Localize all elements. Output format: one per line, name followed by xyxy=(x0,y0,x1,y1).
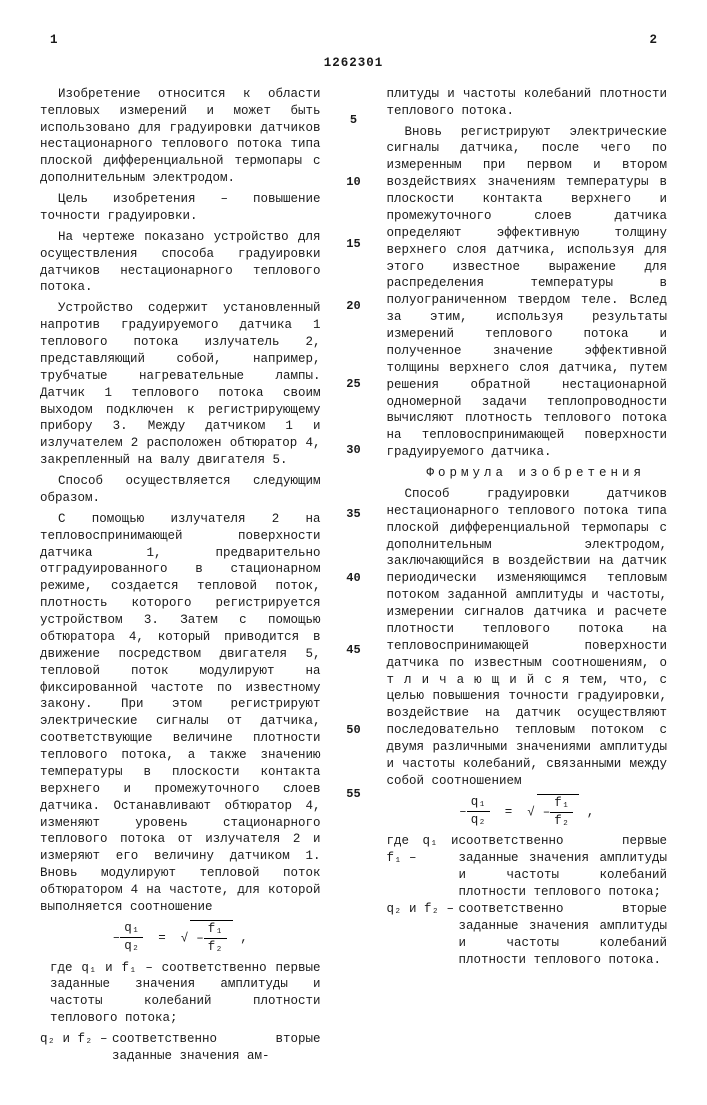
frac-den: q₂ xyxy=(120,938,143,955)
def-text: соответственно первые заданные значения … xyxy=(459,833,668,901)
line-number: 15 xyxy=(346,236,360,252)
page-col-left: 1 xyxy=(50,32,58,49)
column-right: плитуды и частоты колебаний плотности те… xyxy=(387,86,668,1065)
para: Устройство содержит установленный напрот… xyxy=(40,300,321,469)
minus-sign: – xyxy=(459,805,467,819)
frac-num: f₁ xyxy=(550,795,573,813)
equation: –q₁q₂ = √–f₁f₂ , xyxy=(387,794,668,830)
minus-sign: – xyxy=(196,931,204,945)
def-symbol: q₂ и f₂ – xyxy=(387,901,459,969)
para: Способ осуществляется следующим образом. xyxy=(40,473,321,507)
def-text: соответственно вторые заданные значения … xyxy=(459,901,668,969)
line-number: 45 xyxy=(346,642,360,658)
line-number: 50 xyxy=(346,722,360,738)
para: Вновь регистрируют электрические сигналы… xyxy=(387,124,668,462)
line-number-gutter: 5 10 15 20 25 30 35 40 45 50 55 xyxy=(345,86,363,1065)
line-number: 10 xyxy=(346,174,360,190)
symbol-definition: где q₁ и f₁ – соответственно первые зада… xyxy=(387,833,668,901)
equals-sign: = xyxy=(505,805,513,819)
minus-sign: – xyxy=(113,931,121,945)
para: Изобретение относится к области тепловых… xyxy=(40,86,321,187)
line-number: 35 xyxy=(346,506,360,522)
para: Цель изобретения – повышение точности гр… xyxy=(40,191,321,225)
equals-sign: = xyxy=(158,931,166,945)
frac-den: q₂ xyxy=(467,812,490,829)
claim-para: Способ градуировки датчиков нестационарн… xyxy=(387,486,668,790)
line-number: 25 xyxy=(346,376,360,392)
line-number: 5 xyxy=(350,112,357,128)
frac-den: f₂ xyxy=(204,939,227,956)
line-number: 20 xyxy=(346,298,360,314)
frac-num: q₁ xyxy=(467,794,490,812)
radical-sign: √ xyxy=(527,805,535,819)
frac-den: f₂ xyxy=(550,813,573,830)
equation: –q₁q₂ = √–f₁f₂ , xyxy=(40,920,321,956)
page-col-right: 2 xyxy=(649,32,657,49)
def-symbol: где q₁ и f₁ – xyxy=(387,833,459,901)
where-clause: где q₁ и f₁ – соответственно первые зада… xyxy=(40,960,321,1028)
line-number: 40 xyxy=(346,570,360,586)
para: На чертеже показано устройство для осуще… xyxy=(40,229,321,297)
line-number: 30 xyxy=(346,442,360,458)
def-symbol: q₂ и f₂ – xyxy=(40,1031,112,1065)
document-number: 1262301 xyxy=(40,55,667,72)
def-text: соответственно вторые заданные значения … xyxy=(112,1031,321,1065)
symbol-definition: q₂ и f₂ – соответственно вторые заданные… xyxy=(40,1031,321,1065)
column-left: Изобретение относится к области тепловых… xyxy=(40,86,321,1065)
radical-sign: √ xyxy=(181,931,189,945)
two-column-body: Изобретение относится к области тепловых… xyxy=(40,86,667,1065)
frac-num: q₁ xyxy=(120,920,143,938)
para-continuation: плитуды и частоты колебаний плотности те… xyxy=(387,86,668,120)
claims-heading: Формула изобретения xyxy=(387,465,668,482)
minus-sign: – xyxy=(543,805,551,819)
symbol-definition: q₂ и f₂ – соответственно вторые заданные… xyxy=(387,901,668,969)
frac-num: f₁ xyxy=(204,921,227,939)
para: С помощью излучателя 2 на тепловосприним… xyxy=(40,511,321,916)
line-number: 55 xyxy=(346,786,360,802)
